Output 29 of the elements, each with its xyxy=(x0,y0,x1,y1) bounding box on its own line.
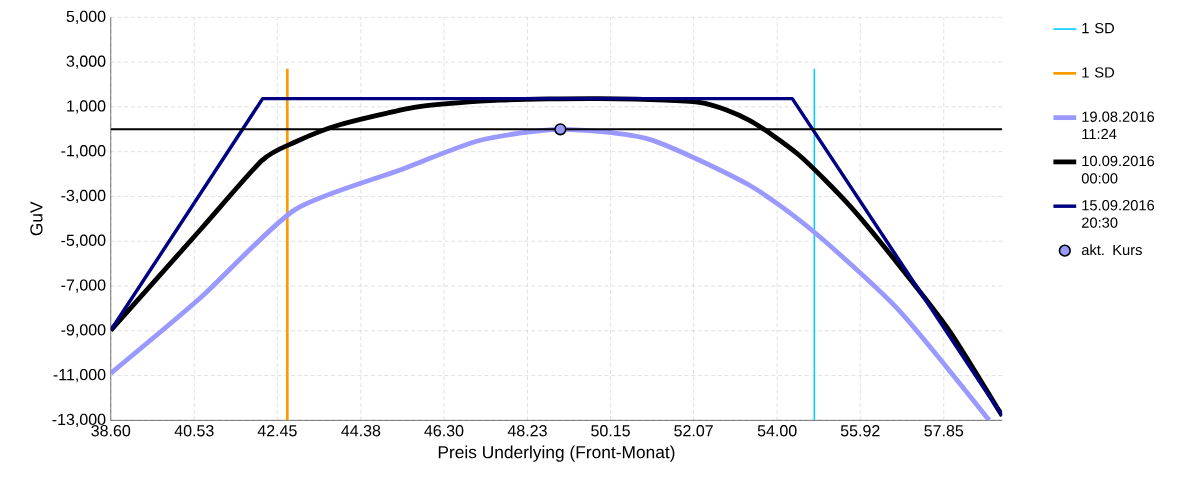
x-tick-label: 55.92 xyxy=(840,425,880,437)
x-tick-label: 48.23 xyxy=(507,425,547,437)
x-axis-title: Preis Underlying (Front-Monat) xyxy=(438,445,675,462)
y-tick-label: -3,000 xyxy=(61,189,106,204)
y-tick-label: -5,000 xyxy=(61,234,106,248)
y-axis-title: GuV xyxy=(30,201,43,236)
x-tick-label: 54.00 xyxy=(757,425,797,437)
x-tick-label: 44.38 xyxy=(341,425,381,437)
legend-label: 1 SD xyxy=(1082,22,1115,34)
legend-label: 15.09.2016 20:30 xyxy=(1082,200,1155,228)
x-tick-label: 40.53 xyxy=(174,425,214,437)
y-tick-label: -7,000 xyxy=(61,279,106,293)
y-tick-label: 1,000 xyxy=(67,100,106,114)
x-tick-label: 42.45 xyxy=(257,425,297,437)
y-tick-label: 3,000 xyxy=(66,55,106,69)
y-tick-label: -11,000 xyxy=(53,368,106,383)
x-tick-label: 52.07 xyxy=(674,425,713,437)
legend-label: 10.09.2016 00:00 xyxy=(1081,155,1155,184)
legend-label: 19.08.2016 11:24 xyxy=(1082,111,1155,140)
y-tick-label: -1,000 xyxy=(61,145,106,159)
y-tick-label: -9,000 xyxy=(61,324,106,338)
x-tick-label: 50.15 xyxy=(591,425,630,437)
x-tick-label: 46.30 xyxy=(424,425,464,437)
x-tick-label: 38.60 xyxy=(91,425,131,437)
y-tick-label: -13,000 xyxy=(52,413,106,427)
legend-label: akt. Kurs xyxy=(1081,244,1142,256)
legend-label: 1 SD xyxy=(1082,67,1115,78)
x-tick-label: 57.85 xyxy=(924,425,964,437)
y-tick-label: 5,000 xyxy=(66,10,106,24)
